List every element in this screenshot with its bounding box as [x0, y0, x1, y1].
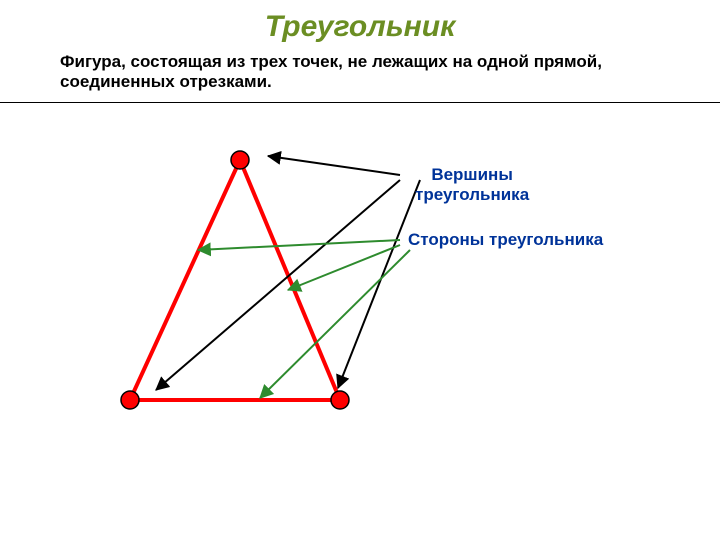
vertex-c [331, 391, 349, 409]
vertices-label: Вершины треугольника [415, 165, 529, 205]
slide-title: Треугольник [0, 10, 720, 44]
slide: Треугольник Фигура, состоящая из трех то… [0, 0, 720, 540]
vertex-arrow [156, 180, 400, 390]
vertices-label-line1: Вершины [431, 165, 513, 184]
triangle-diagram [0, 120, 720, 540]
triangle-side-ca [240, 160, 340, 400]
divider [0, 102, 720, 103]
vertices-label-line2: треугольника [415, 185, 529, 204]
side-arrow [198, 240, 400, 250]
side-arrow [288, 245, 400, 290]
vertex-arrow [268, 156, 400, 175]
vertex-b [121, 391, 139, 409]
vertex-a [231, 151, 249, 169]
side-arrow [260, 250, 410, 398]
definition-text: Фигура, состоящая из трех точек, не лежа… [60, 52, 660, 92]
sides-label: Стороны треугольника [408, 230, 603, 250]
vertex-arrow [338, 180, 420, 388]
